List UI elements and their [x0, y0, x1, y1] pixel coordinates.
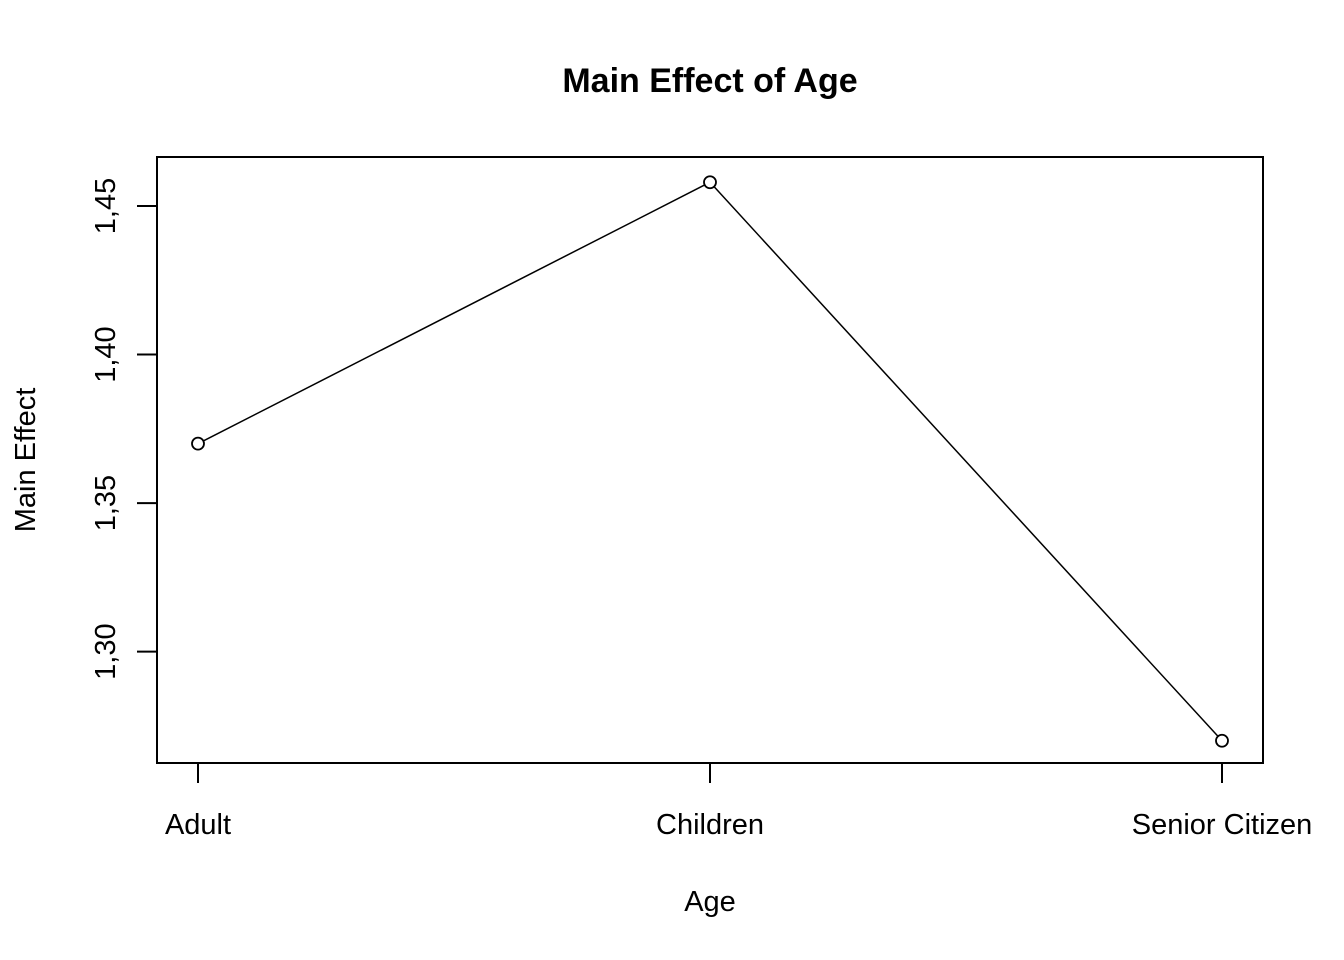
x-axis-label: Age [684, 886, 736, 918]
data-point [703, 175, 717, 190]
series-line-segment [203, 184, 705, 442]
series-line-segment [713, 186, 1219, 737]
data-point [191, 436, 205, 451]
x-axis: Adult Children Senior Citizen [165, 763, 1312, 841]
x-tick-label: Adult [165, 809, 231, 841]
y-tick-label: 1,45 [90, 178, 122, 234]
y-axis: 1,30 1,35 1,40 1,45 [90, 178, 158, 680]
data-point [1215, 733, 1229, 748]
series-group [191, 175, 1229, 748]
y-axis-label: Main Effect [10, 388, 42, 533]
y-tick-label: 1,30 [90, 623, 122, 679]
chart-title: Main Effect of Age [562, 62, 857, 100]
x-tick-label: Senior Citizen [1132, 809, 1313, 841]
x-tick-label: Children [656, 809, 764, 841]
y-tick-label: 1,35 [90, 475, 122, 531]
plot-area-frame [156, 156, 1264, 764]
y-tick-label: 1,40 [90, 326, 122, 382]
